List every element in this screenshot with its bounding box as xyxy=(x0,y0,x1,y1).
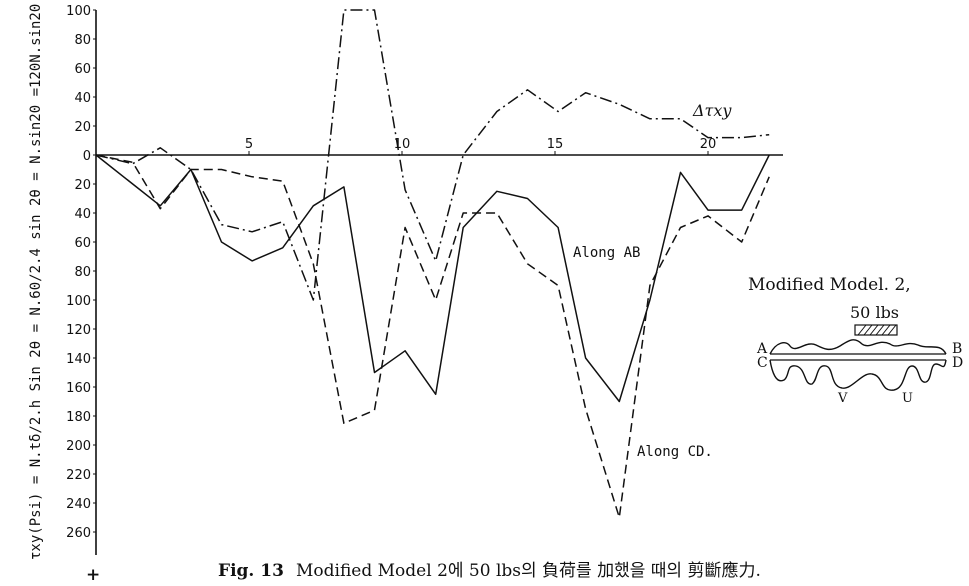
y-tick-label: 40 xyxy=(74,91,91,106)
y-tick-label: 200 xyxy=(66,439,91,454)
y-tick-label: 260 xyxy=(66,526,91,541)
x-tick-label: 15 xyxy=(547,137,564,152)
y-tick-label: 80 xyxy=(74,33,91,48)
y-tick-label: 20 xyxy=(74,120,91,135)
inset-load-label: 50 lbs xyxy=(850,303,899,322)
series-layer xyxy=(95,9,770,519)
x-tick-group: 5 10 15 20 xyxy=(245,137,716,155)
model-bottom-edge xyxy=(769,359,947,391)
caption-prefix: Fig. 13 xyxy=(218,561,284,581)
inset-label-b: B xyxy=(952,341,962,357)
load-block xyxy=(854,324,898,336)
y-tick-label: 140 xyxy=(66,352,91,367)
y-tick-label: 160 xyxy=(66,381,91,396)
series-line-solid xyxy=(95,154,770,403)
y-tick-label: 100 xyxy=(66,4,91,19)
y-tick-label: 240 xyxy=(66,497,91,512)
load-hatch xyxy=(857,324,897,336)
x-tick-label: 5 xyxy=(245,137,253,152)
y-tick-label: 180 xyxy=(66,410,91,425)
inset-label-u: U xyxy=(902,391,913,406)
x-tick-label: 20 xyxy=(700,137,717,152)
series-label-dashdot: Δτxy xyxy=(692,101,732,120)
inset-title: Modified Model. 2, xyxy=(748,275,911,295)
model-top-edge xyxy=(769,339,947,355)
y-tick-label: 80 xyxy=(74,265,91,280)
y-tick-group: 1008060402002040608010012014016018020022… xyxy=(66,4,96,541)
inset-label-a: A xyxy=(756,341,768,357)
y-tick-label: 20 xyxy=(74,178,91,193)
series-label-ab: Along AB xyxy=(573,245,640,261)
y-axis-label: τxy(Psi) = N.tδ/2.h Sin 2θ = N.60/2.4 si… xyxy=(28,4,44,560)
caption-text: Modified Model 2에 50 lbs의 負荷를 加했을 때의 剪斷應… xyxy=(296,560,761,581)
y-tick-label: 60 xyxy=(74,62,91,77)
series-line-dash-dot xyxy=(95,9,770,301)
inset-label-v: V xyxy=(837,391,848,406)
y-tick-label: 220 xyxy=(66,468,91,483)
inset-label-d: D xyxy=(952,355,963,371)
y-tick-label: 40 xyxy=(74,207,91,222)
series-line-dashed xyxy=(95,154,770,519)
y-tick-label: 0 xyxy=(83,149,91,164)
y-tick-label: 100 xyxy=(66,294,91,309)
inset-label-c: C xyxy=(757,355,768,371)
y-tick-label: 120 xyxy=(66,323,91,338)
model-inset: Modified Model. 2, 50 lbs A C B D V U xyxy=(748,275,963,406)
caption-bullet: + xyxy=(86,565,100,585)
y-tick-label: 60 xyxy=(74,236,91,251)
series-label-cd: Along CD. xyxy=(637,444,713,460)
